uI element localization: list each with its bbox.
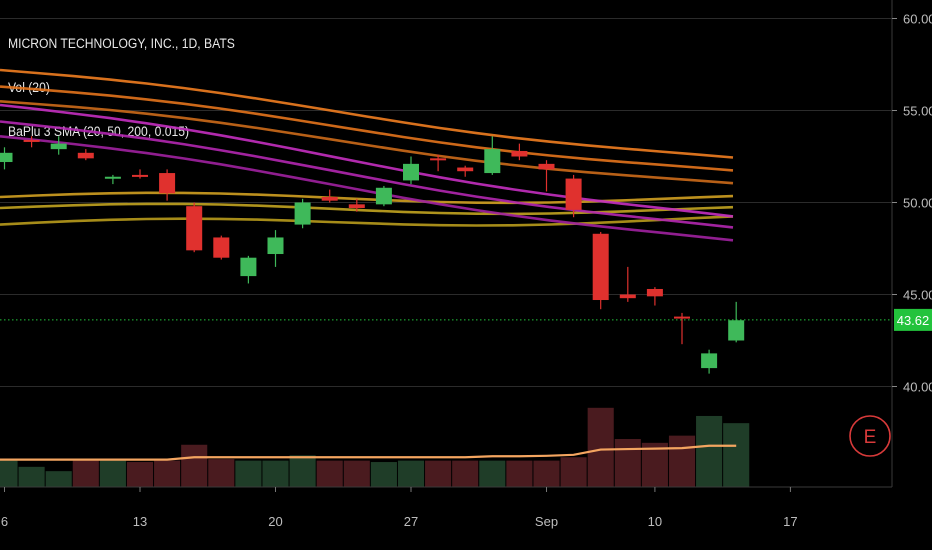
candle-body (375, 187, 392, 205)
x-tick-label: 13 (133, 514, 147, 529)
volume-bar (587, 407, 614, 487)
candle-body (457, 167, 474, 172)
volume-bar (397, 460, 425, 487)
volume-bar (154, 460, 181, 487)
x-tick-label: 17 (783, 514, 797, 529)
volume-bar (262, 460, 289, 487)
volume-bar (316, 460, 343, 487)
sma-line (0, 85, 734, 172)
volume-bar (723, 423, 750, 487)
y-tick-label: 55.00 (903, 104, 932, 119)
volume-bar (289, 455, 316, 487)
x-tick-label: 27 (404, 514, 418, 529)
sma-line (0, 215, 734, 227)
volume-bar (208, 459, 235, 487)
earnings-badge-letter: E (864, 427, 877, 448)
candle-body (213, 237, 230, 258)
candle-body (321, 196, 338, 201)
last-price-box (894, 308, 932, 331)
candle-body (104, 176, 121, 179)
volume-bar (506, 460, 533, 487)
candle-body (267, 237, 284, 255)
volume-bar (99, 460, 126, 487)
candle-body (240, 257, 257, 277)
volume-bar (18, 466, 45, 487)
sma-line (0, 103, 734, 218)
candle-body (511, 150, 528, 157)
y-tick-label: 45.00 (903, 288, 932, 303)
candle-body (159, 173, 176, 194)
candle-body (728, 320, 745, 341)
volume-bar (370, 462, 397, 487)
x-tick-label: 20 (268, 514, 282, 529)
candle-body (77, 152, 94, 159)
volume-ma-line (0, 444, 737, 461)
candle-body (484, 149, 501, 174)
sma-line (0, 120, 734, 229)
volume-bar (72, 460, 99, 487)
volume-bar (425, 460, 452, 487)
candle-body (50, 143, 67, 150)
sma-line (0, 135, 734, 242)
candle-body (403, 163, 419, 181)
candle-body (23, 139, 40, 142)
volume-bar (0, 460, 18, 487)
volume-bar (452, 460, 479, 487)
candle-body (538, 163, 555, 170)
candle-body (186, 206, 203, 251)
candle-body (592, 233, 609, 301)
candle-body (0, 152, 13, 163)
candle-body (674, 316, 690, 319)
volume-bar (479, 460, 506, 487)
x-tick-label: Sep (535, 514, 558, 529)
volume-bar (45, 471, 72, 487)
chart-title: MICRON TECHNOLOGY, INC., 1D, BATS (8, 36, 235, 51)
y-tick-label: 40.00 (903, 380, 932, 395)
volume-bar (641, 442, 668, 487)
volume-bar (343, 460, 370, 487)
volume-bar (235, 460, 262, 487)
sma-line (0, 68, 734, 159)
last-price-label: 43.62 (897, 313, 930, 328)
candle-body (701, 353, 718, 369)
sma-line (0, 191, 734, 205)
y-tick-label: 50.00 (903, 196, 932, 211)
volume-bar (126, 462, 154, 487)
candle-body (348, 204, 365, 209)
volume-bar (560, 457, 587, 487)
sma-line (0, 202, 734, 216)
candle-body (294, 202, 311, 225)
candle-body (430, 158, 447, 161)
volume-bar (696, 415, 723, 487)
x-tick-label: 6 (1, 514, 8, 529)
candle-body (619, 294, 636, 299)
y-tick-label: 60.00 (903, 12, 932, 27)
candle-body (646, 288, 663, 297)
volume-bar (533, 460, 560, 487)
earnings-badge (849, 415, 891, 457)
candle-body (565, 178, 582, 210)
volume-bar (668, 435, 696, 487)
volume-bar (614, 439, 641, 487)
candle-body (132, 174, 148, 177)
volume-bar (181, 444, 208, 487)
sma-line (0, 100, 734, 185)
x-tick-label: 10 (648, 514, 662, 529)
